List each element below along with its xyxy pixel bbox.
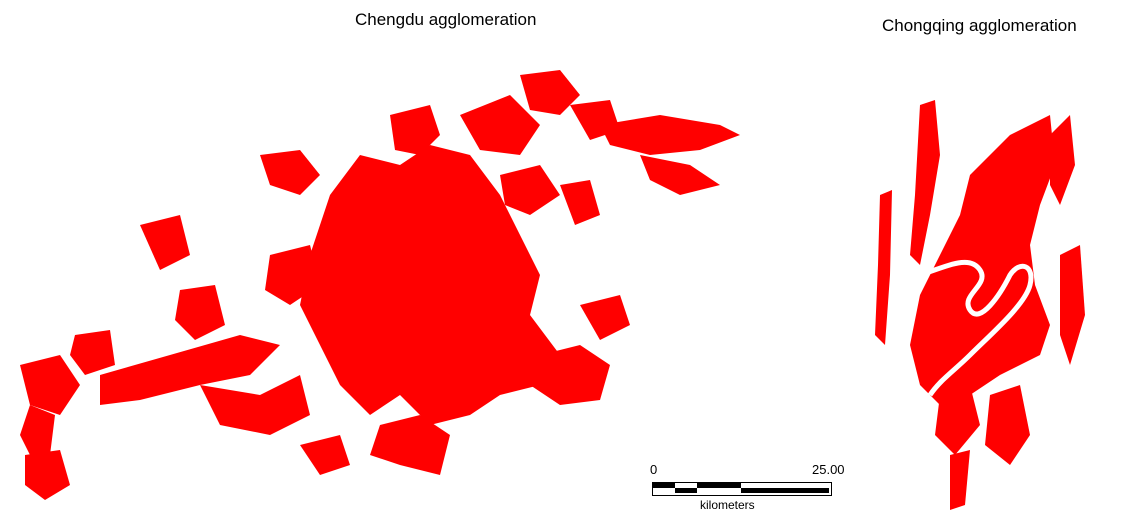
scale-segment	[653, 483, 675, 488]
chengdu-urban-area	[20, 70, 740, 500]
scale-segment	[675, 488, 697, 493]
scale-bar: 0 25.00 kilometers	[644, 462, 845, 514]
scale-bar-graphic	[652, 482, 832, 496]
scale-bar-max-label: 25.00	[812, 462, 845, 477]
chongqing-urban-area-map	[875, 100, 1085, 510]
scale-segment	[741, 488, 829, 493]
scale-bar-min-label: 0	[650, 462, 658, 477]
scale-bar-unit-label: kilometers	[700, 498, 755, 512]
chengdu-urban-area-map	[20, 70, 740, 500]
river-channel	[919, 259, 1034, 397]
scale-segment	[697, 483, 741, 488]
chengdu-map-title: Chengdu agglomeration	[355, 10, 537, 29]
chongqing-map-title: Chongqing agglomeration	[882, 16, 1077, 35]
chongqing-urban-area	[875, 100, 1085, 510]
